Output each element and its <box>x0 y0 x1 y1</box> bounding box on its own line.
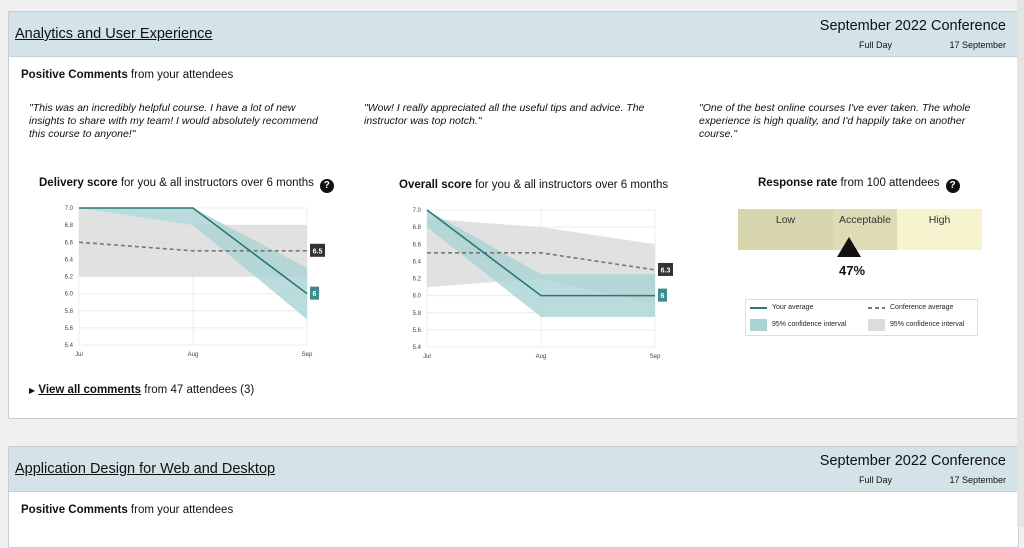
conference-day: Full Day <box>859 40 893 50</box>
legend-your-band <box>750 319 767 331</box>
your-end-label: 6 <box>313 291 317 298</box>
disclosure-triangle-icon: ▶ <box>29 386 36 395</box>
positive-comments-heading: Positive Comments from your attendees <box>21 69 233 81</box>
delivery-score-bold: Delivery score <box>39 177 118 189</box>
x-tick-label: Aug <box>188 352 199 358</box>
y-tick-label: 5.4 <box>65 343 74 349</box>
overall-score-chart: 5.4 5.6 5.8 6.0 6.2 6.4 6.6 6.8 7.0 Jul Aug Sep 6.3 6 <box>413 208 673 360</box>
your-ci-band <box>427 210 655 318</box>
y-tick-label: 6.0 <box>65 292 74 298</box>
response-rate-rest: from 100 attendees <box>837 177 940 189</box>
view-all-comments-toggle[interactable]: ▶ View all comments from 47 attendees (3… <box>29 384 254 396</box>
y-tick-label: 6.6 <box>65 240 74 246</box>
x-tick-label: Jul <box>75 352 83 358</box>
y-tick-label: 6.8 <box>413 225 422 231</box>
y-tick-label: 5.6 <box>65 326 74 332</box>
y-tick-label: 6.4 <box>65 257 74 263</box>
response-rate-value: 47% <box>839 263 866 278</box>
positive-comments-heading: Positive Comments from your attendees <box>21 504 233 516</box>
x-tick-label: Sep <box>302 352 313 358</box>
your-end-label-bg <box>310 286 319 300</box>
legend-conf-band <box>868 319 885 331</box>
response-rate-marker <box>837 237 862 257</box>
conference-end-label: 6.3 <box>661 267 671 274</box>
positive-comments-bold: Positive Comments <box>21 69 128 81</box>
card-header: Analytics and User Experience September … <box>9 12 1018 57</box>
legend-your-ci: 95% confidence interval <box>772 321 847 328</box>
overall-score-bold: Overall score <box>399 179 472 191</box>
comment-quote-2: "Wow! I really appreciated all the usefu… <box>364 102 645 127</box>
y-tick-label: 6.0 <box>413 294 422 300</box>
response-rate-bar: Low Acceptable High <box>738 209 982 250</box>
help-icon[interactable]: ? <box>319 179 334 193</box>
your-end-label-bg <box>658 288 667 302</box>
positive-comments-rest: from your attendees <box>127 69 234 81</box>
rr-segment-low: Low <box>738 209 833 250</box>
conference-average-line <box>78 241 307 252</box>
y-tick-label: 6.2 <box>65 275 74 281</box>
y-tick-label: 6.4 <box>413 259 422 265</box>
page-scrollbar[interactable] <box>1017 0 1024 527</box>
your-end-label: 6 <box>661 293 665 300</box>
your-average-line <box>426 209 655 297</box>
y-tick-label: 5.8 <box>413 311 422 317</box>
y-tick-label: 7.0 <box>413 208 422 214</box>
rr-segment-high: High <box>897 209 982 250</box>
delivery-score-chart: 5.4 5.6 5.8 6.0 6.2 6.4 6.6 6.8 7.0 Jul Aug Sep 6.5 6 <box>65 206 325 358</box>
course-card-application-design: Application Design for Web and Desktop S… <box>8 446 1019 548</box>
response-rate-bold: Response rate <box>758 177 838 189</box>
conference-day: Full Day <box>859 475 893 485</box>
y-tick-label: 6.2 <box>413 277 422 283</box>
positive-comments-bold: Positive Comments <box>21 504 128 516</box>
y-tick-label: 6.6 <box>413 242 422 248</box>
delivery-score-title: Delivery score for you & all instructors… <box>39 177 334 193</box>
y-tick-label: 5.4 <box>413 345 422 351</box>
legend-your-average: Your average <box>772 304 814 311</box>
comment-quote-1: "This was an incredibly helpful course. … <box>29 102 318 140</box>
help-icon[interactable]: ? <box>945 179 960 193</box>
y-tick-label: 5.8 <box>65 309 74 315</box>
legend-conference-average: Conference average <box>890 304 954 311</box>
chart-legend: Your average Conference average 95% conf… <box>745 299 978 336</box>
view-all-comments-rest: from 47 attendees (3) <box>141 384 255 396</box>
x-tick-label: Sep <box>650 354 661 360</box>
conference-end-label-bg <box>310 243 325 257</box>
your-ci-band <box>79 208 307 320</box>
conference-date: 17 September <box>949 475 1006 485</box>
y-tick-label: 7.0 <box>65 206 74 212</box>
comment-quote-3: "One of the best online courses I've eve… <box>699 102 971 140</box>
conference-end-label: 6.5 <box>313 248 323 255</box>
course-card-analytics: Analytics and User Experience September … <box>8 11 1019 419</box>
delivery-score-rest: for you & all instructors over 6 months <box>117 177 314 189</box>
y-tick-label: 6.8 <box>65 223 74 229</box>
conference-end-label-bg <box>658 262 673 276</box>
overall-score-title: Overall score for you & all instructors … <box>399 179 668 191</box>
positive-comments-rest: from your attendees <box>127 504 234 516</box>
y-tick-label: 5.6 <box>413 328 422 334</box>
course-title-link[interactable]: Application Design for Web and Desktop <box>15 461 276 477</box>
x-tick-label: Aug <box>536 354 547 360</box>
conference-average-line <box>427 252 656 271</box>
conference-date: 17 September <box>949 40 1006 50</box>
response-rate-title: Response rate from 100 attendees? <box>758 177 960 193</box>
x-tick-label: Jul <box>423 354 431 360</box>
legend-swatches <box>750 307 885 331</box>
legend-conf-ci: 95% confidence interval <box>890 321 965 328</box>
course-title-link[interactable]: Analytics and User Experience <box>15 26 213 42</box>
your-average-line <box>79 207 308 295</box>
conference-name: September 2022 Conference <box>819 18 1006 34</box>
view-all-comments-link[interactable]: View all comments <box>38 384 142 396</box>
rr-segment-acceptable: Acceptable <box>833 209 897 250</box>
card-header: Application Design for Web and Desktop S… <box>9 447 1018 492</box>
overall-score-rest: for you & all instructors over 6 months <box>471 179 669 191</box>
conference-name: September 2022 Conference <box>819 453 1006 469</box>
